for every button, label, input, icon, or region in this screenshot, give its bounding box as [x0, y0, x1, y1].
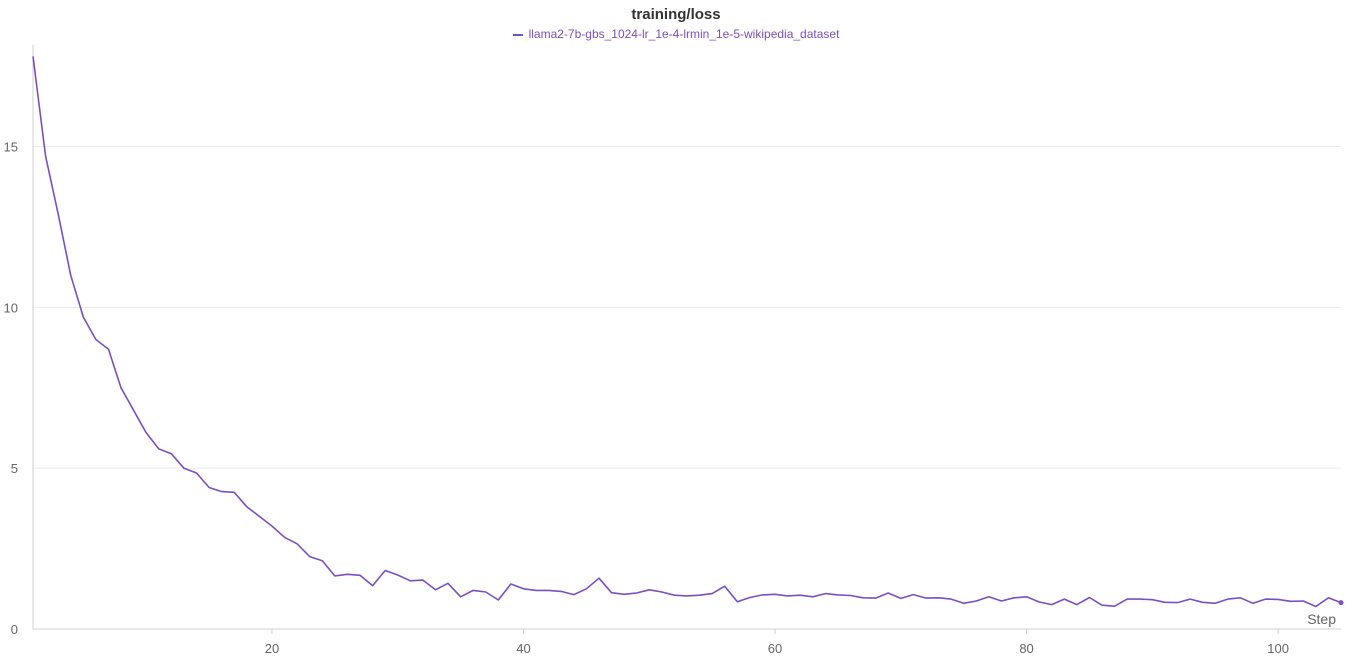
chart-title: training/loss: [631, 6, 721, 23]
y-tick-label: 15: [4, 140, 18, 155]
legend-swatch: [512, 33, 523, 36]
x-tick-label: 20: [265, 641, 279, 656]
y-tick-label: 10: [4, 300, 18, 315]
legend[interactable]: llama2-7b-gbs_1024-lr_1e-4-lrmin_1e-5-wi…: [0, 27, 1352, 41]
x-tick-label: 40: [516, 641, 530, 656]
x-tick-label: 60: [768, 641, 782, 656]
x-axis-title: Step: [1307, 611, 1336, 627]
y-tick-label: 5: [11, 461, 18, 476]
x-tick-label: 80: [1019, 641, 1033, 656]
series-end-point[interactable]: [1338, 600, 1344, 606]
legend-label: llama2-7b-gbs_1024-lr_1e-4-lrmin_1e-5-wi…: [528, 27, 840, 41]
series-line[interactable]: [32, 56, 1342, 608]
x-tick-label: 100: [1267, 641, 1289, 656]
y-tick-label: 0: [11, 622, 18, 637]
